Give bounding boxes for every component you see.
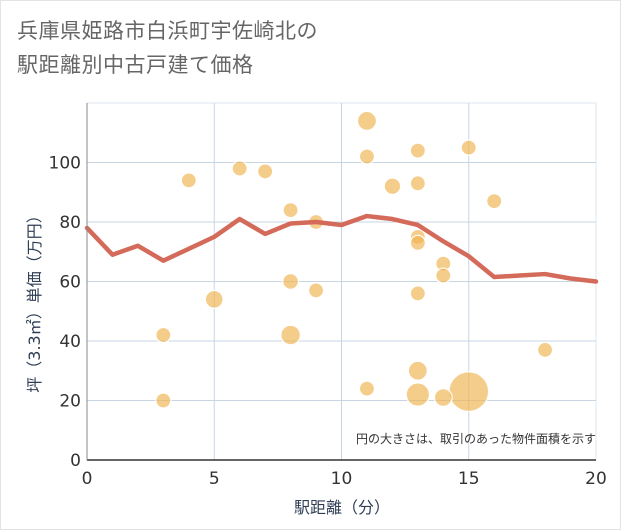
chart-title: 兵庫県姫路市白浜町宇佐崎北の 駅距離別中古戸建て価格 (17, 14, 318, 82)
data-bubble (405, 382, 431, 407)
data-bubble (180, 172, 197, 189)
y-tick-label: 40 (59, 332, 81, 352)
data-bubble (231, 160, 248, 177)
bubble-size-note: 円の大きさは、取引のあった物件面積を示す (356, 431, 596, 446)
chart-title-line-1: 兵庫県姫路市白浜町宇佐崎北の (17, 19, 318, 43)
data-bubble (409, 234, 426, 251)
data-bubble (433, 388, 453, 407)
data-bubble (536, 341, 554, 359)
data-bubble (155, 392, 172, 409)
x-tick-label: 15 (458, 469, 480, 489)
x-tick-label: 0 (82, 469, 93, 489)
data-bubble (409, 285, 426, 302)
data-bubble (356, 110, 378, 131)
data-bubble (409, 142, 426, 159)
data-bubble (280, 324, 301, 346)
axes-layer: 0 20 40 60 80 100 0 5 10 15 20 (49, 103, 607, 489)
data-bubble (307, 282, 325, 299)
grid-lines (86, 102, 597, 461)
bubble-layer (155, 110, 554, 413)
line-layer (84, 213, 599, 284)
data-bubble (358, 380, 376, 397)
average-price-line (84, 213, 599, 284)
data-bubble (282, 202, 299, 219)
y-tick-label: 60 (59, 273, 81, 293)
data-bubble (155, 326, 172, 344)
x-tick-label: 20 (585, 469, 607, 489)
data-bubble (282, 273, 300, 290)
data-bubble (204, 289, 224, 309)
data-bubble (435, 267, 452, 284)
y-tick-label: 100 (49, 154, 81, 174)
data-bubble (358, 148, 376, 165)
data-bubble (257, 163, 274, 180)
data-bubble (486, 193, 503, 210)
x-tick-label: 5 (209, 469, 220, 489)
data-bubble (407, 360, 428, 381)
y-tick-label: 80 (59, 213, 81, 233)
y-tick-label: 20 (59, 392, 81, 412)
data-bubble (448, 371, 490, 413)
chart-title-line-2: 駅距離別中古戸建て価格 (17, 53, 254, 77)
x-tick-label: 10 (331, 469, 353, 489)
y-tick-label: 0 (70, 451, 81, 471)
x-axis-title: 駅距離（分） (294, 498, 390, 517)
data-bubble (460, 139, 477, 156)
y-axis-title: 坪（3.3㎡）単価（万円） (25, 207, 44, 392)
data-bubble (409, 175, 426, 192)
data-bubble (383, 177, 402, 196)
